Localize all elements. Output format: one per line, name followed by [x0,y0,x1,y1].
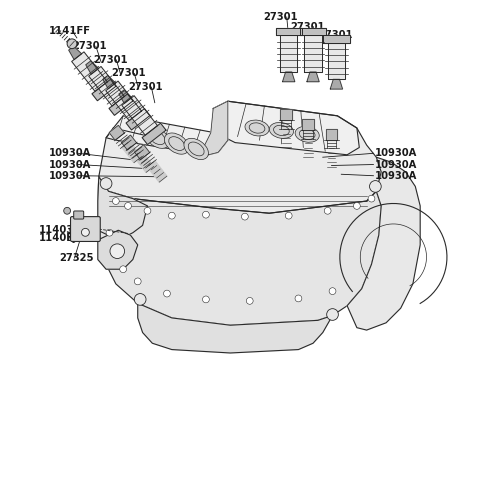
Polygon shape [86,61,98,74]
Ellipse shape [245,120,269,136]
Polygon shape [307,72,319,82]
Circle shape [82,228,89,236]
Circle shape [370,180,381,192]
Circle shape [368,195,375,202]
Polygon shape [122,96,157,135]
Polygon shape [89,67,124,106]
Circle shape [241,213,248,220]
Text: 10930A: 10930A [374,159,417,169]
Polygon shape [99,101,381,213]
Polygon shape [147,161,167,182]
Polygon shape [280,109,292,120]
Circle shape [112,198,119,204]
Text: 27301: 27301 [264,12,298,22]
Polygon shape [69,46,82,60]
Text: 27301: 27301 [111,69,145,78]
Polygon shape [204,101,228,155]
Circle shape [106,229,113,236]
Circle shape [112,249,119,255]
Polygon shape [134,145,150,160]
Text: 10930A: 10930A [49,159,92,169]
Polygon shape [109,94,133,115]
Polygon shape [323,35,349,43]
Polygon shape [283,72,295,82]
Polygon shape [98,177,147,240]
Polygon shape [213,101,360,155]
Circle shape [324,207,331,214]
Polygon shape [98,230,138,269]
FancyBboxPatch shape [71,216,100,241]
Text: 10930A: 10930A [374,171,417,181]
Text: 27301: 27301 [290,22,325,32]
Polygon shape [304,36,322,72]
Polygon shape [142,123,166,144]
Circle shape [246,298,253,304]
Polygon shape [122,141,142,163]
Ellipse shape [269,122,293,138]
Text: 10930A: 10930A [49,148,92,158]
Polygon shape [72,52,108,91]
Text: 10930A: 10930A [374,148,417,158]
Text: 1140EJ: 1140EJ [38,233,77,243]
Polygon shape [106,81,142,120]
Text: 27301: 27301 [72,41,107,51]
Circle shape [295,295,302,302]
Polygon shape [328,43,345,79]
Polygon shape [276,28,302,36]
Polygon shape [326,129,337,140]
Text: 27301: 27301 [93,55,128,65]
Circle shape [203,211,209,218]
Text: 27301: 27301 [318,30,352,40]
Polygon shape [134,151,154,172]
Text: 27301: 27301 [128,82,163,92]
Ellipse shape [165,133,189,154]
Circle shape [110,244,125,259]
Text: 11403B: 11403B [38,225,81,235]
Circle shape [144,207,151,214]
Polygon shape [280,36,298,72]
Text: 1141FF: 1141FF [49,25,91,36]
Circle shape [64,207,71,214]
Polygon shape [121,135,136,150]
Circle shape [168,212,175,219]
Polygon shape [109,125,124,140]
Circle shape [134,278,141,285]
Polygon shape [138,303,333,353]
Circle shape [164,290,170,297]
Text: 10930A: 10930A [49,171,92,181]
Polygon shape [119,90,132,103]
Ellipse shape [145,127,169,148]
Circle shape [134,294,146,305]
Circle shape [329,288,336,295]
Circle shape [125,203,132,209]
FancyBboxPatch shape [74,211,84,219]
Polygon shape [103,75,116,89]
Polygon shape [330,79,343,89]
Circle shape [285,212,292,219]
Circle shape [203,296,209,303]
Polygon shape [300,28,326,36]
Circle shape [327,309,338,320]
Polygon shape [126,108,150,130]
Polygon shape [302,119,314,130]
Circle shape [120,266,127,273]
Ellipse shape [295,126,319,142]
Polygon shape [347,157,420,330]
Circle shape [67,39,77,48]
Text: 27325: 27325 [59,253,93,263]
Polygon shape [92,79,116,101]
Circle shape [353,203,360,209]
Ellipse shape [184,138,208,159]
Polygon shape [98,177,381,325]
Polygon shape [106,116,228,155]
Circle shape [100,178,112,189]
